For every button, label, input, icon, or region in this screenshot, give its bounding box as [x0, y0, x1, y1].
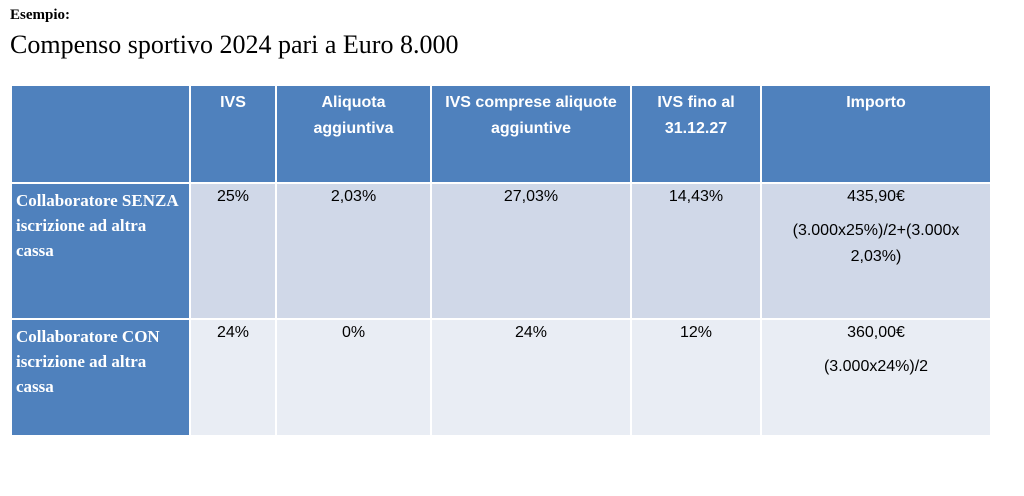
- example-label: Esempio:: [10, 7, 70, 23]
- column-header: IVS: [189, 84, 277, 184]
- cell: 25%: [189, 182, 277, 320]
- title: Compenso sportivo 2024 pari a Euro 8.000: [10, 30, 459, 59]
- cell: 12%: [630, 318, 762, 437]
- column-header: Aliquota aggiuntiva: [275, 84, 432, 184]
- cell: 2,03%: [275, 182, 432, 320]
- cell: 360,00€ (3.000x24%)/2: [760, 318, 992, 437]
- column-header: Importo: [760, 84, 992, 184]
- corner-cell: [10, 84, 191, 184]
- cell: 0%: [275, 318, 432, 437]
- amount: 435,90€: [847, 188, 905, 205]
- row: Collaboratore CON iscrizione ad altra ca…: [10, 318, 992, 437]
- column-header: IVS fino al 31.12.27: [630, 84, 762, 184]
- cell: 24%: [189, 318, 277, 437]
- row-label: Collaboratore SENZA iscrizione ad altra …: [10, 182, 191, 320]
- cell: 435,90€ (3.000x25%)/2+(3.000x 2,03%): [760, 182, 992, 320]
- row: Collaboratore SENZA iscrizione ad altra …: [10, 182, 992, 320]
- cell: 24%: [430, 318, 632, 437]
- calculation: (3.000x24%)/2: [823, 358, 929, 375]
- cell: 14,43%: [630, 182, 762, 320]
- calculation: (3.000x25%)/2+(3.000x 2,03%): [792, 222, 960, 265]
- cell: 27,03%: [430, 182, 632, 320]
- table: IVS Aliquota aggiuntiva IVS comprese ali…: [10, 84, 992, 437]
- column-header: IVS comprese aliquote aggiuntive: [430, 84, 632, 184]
- amount: 360,00€: [847, 324, 905, 341]
- header-row: IVS Aliquota aggiuntiva IVS comprese ali…: [10, 84, 992, 184]
- row-label: Collaboratore CON iscrizione ad altra ca…: [10, 318, 191, 437]
